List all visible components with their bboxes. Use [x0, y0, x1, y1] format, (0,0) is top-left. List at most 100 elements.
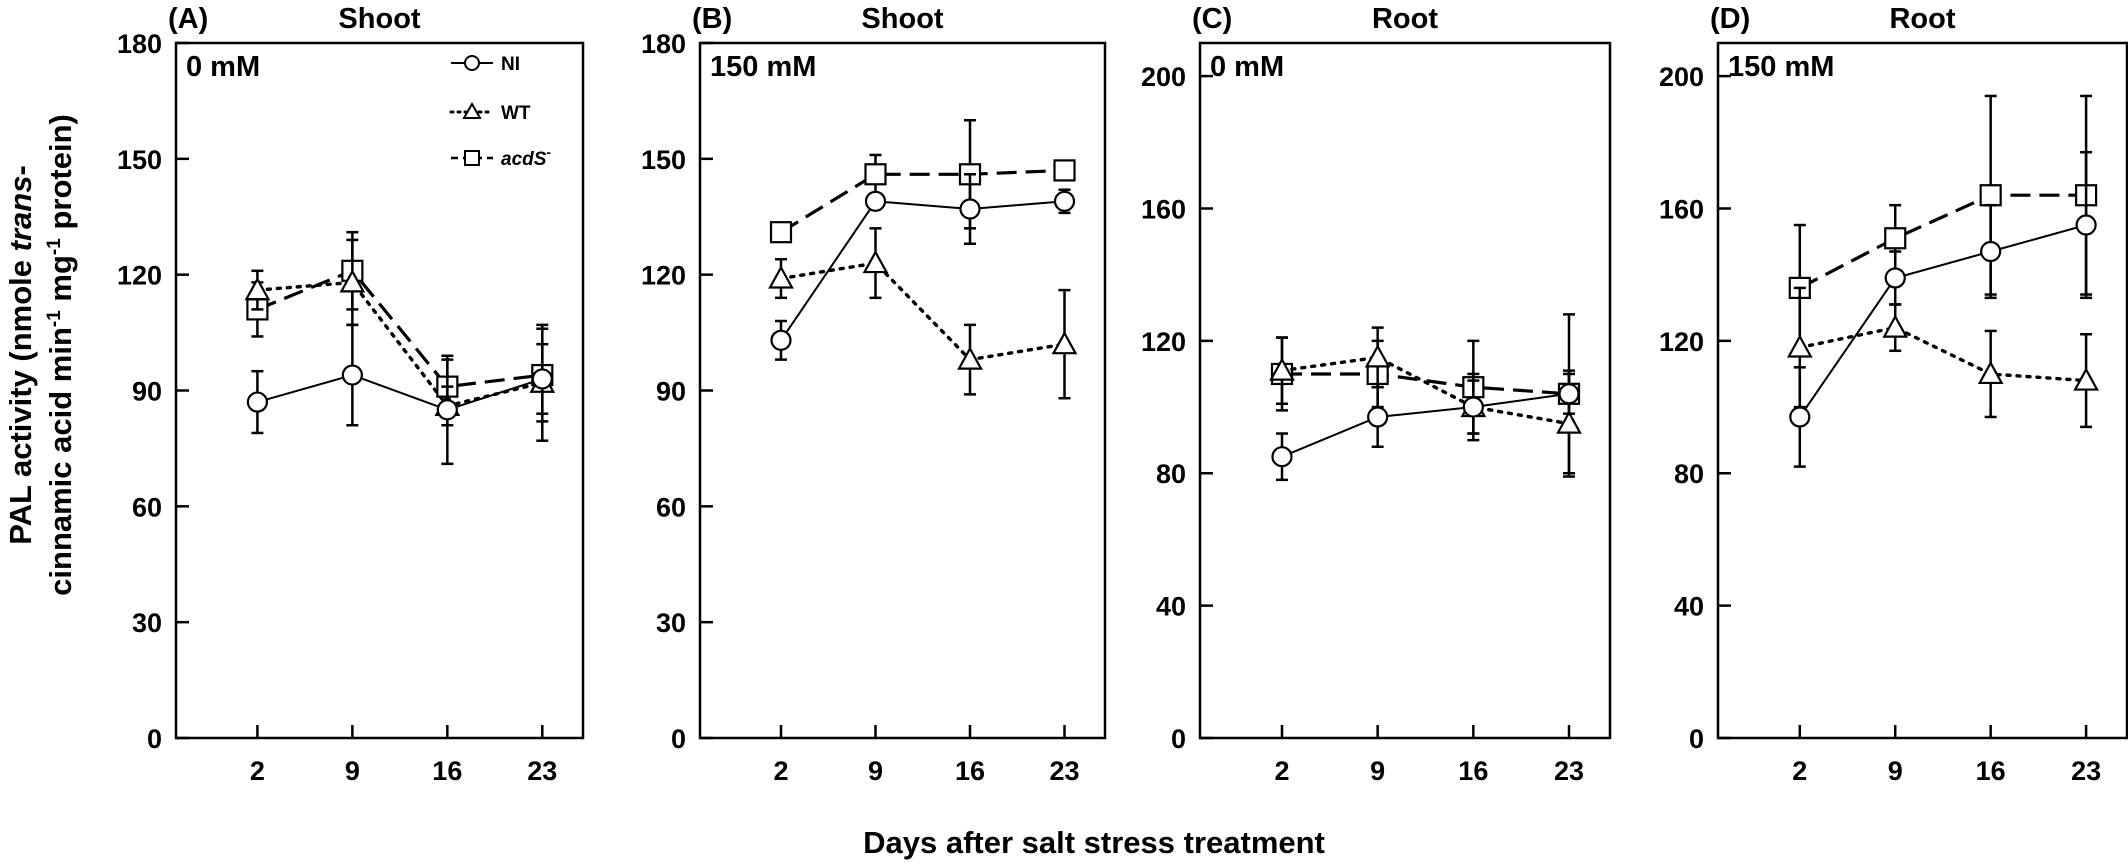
series-WT	[768, 227, 1078, 400]
x-tick-label: 23	[1049, 756, 1079, 786]
series-acdS	[1788, 94, 2098, 353]
chart-panel: 0 30 60 90 120 150 180 2 9 16 23 (B) Shoot 150 mM	[641, 3, 1107, 786]
legend-label-text: NI	[501, 54, 520, 75]
x-tick-label: 16	[955, 756, 985, 786]
legend-marker	[464, 55, 480, 71]
series-NI	[770, 173, 1076, 361]
plot-frame	[698, 41, 1107, 740]
y-tick-label: 0	[671, 724, 686, 754]
series-line	[1798, 224, 2087, 418]
data-point	[862, 249, 889, 274]
panel-title: Shoot	[861, 3, 943, 35]
condition-label: 150 mM	[1728, 51, 1834, 83]
x-tick-label: 9	[1370, 756, 1385, 786]
y-tick-label: 90	[132, 377, 162, 407]
panel-title: Shoot	[338, 3, 420, 35]
chart-panel: 0 40 80 120 160 200 2 9 16 23 (C) Root 0 mM	[1141, 3, 1612, 786]
panel-letter: (D)	[1710, 3, 1750, 35]
y-axis-title-part: protein)	[43, 114, 78, 238]
legend-label-text: WT	[501, 103, 531, 124]
data-point	[1053, 159, 1076, 182]
series-line	[1282, 372, 1570, 396]
y-tick-label: 150	[641, 145, 686, 175]
x-tick-label: 9	[345, 756, 360, 786]
series-NI	[246, 323, 553, 466]
data-point	[1269, 357, 1295, 381]
panel-letter: (A)	[168, 3, 208, 35]
series-line	[1799, 193, 2087, 290]
y-tick-label: 80	[1156, 459, 1186, 489]
legend-marker	[464, 150, 480, 166]
y-tick-label: 200	[1141, 62, 1186, 92]
x-tick-label: 2	[250, 756, 265, 786]
x-tick-label: 23	[2071, 756, 2101, 786]
x-tick-label: 23	[1554, 756, 1584, 786]
data-point	[1884, 227, 1907, 250]
series-line	[256, 268, 543, 389]
y-axis-title-superscript: -1	[44, 310, 65, 327]
legend-label: acdS-	[501, 144, 551, 170]
x-axis-title: Days after salt stress treatment	[863, 825, 1325, 860]
legend-label-text: acdS	[501, 149, 547, 170]
y-axis-title-part: -	[3, 165, 38, 175]
series-line	[1798, 325, 2088, 383]
data-point	[959, 198, 981, 220]
legend-label: NI	[501, 54, 520, 75]
x-tick-label: 2	[1274, 756, 1289, 786]
data-point	[436, 399, 458, 421]
y-tick-label: 180	[117, 29, 162, 59]
y-axis-title-italic: trans	[3, 176, 38, 252]
y-tick-label: 90	[656, 377, 686, 407]
data-point	[1977, 360, 2004, 385]
series-line	[257, 374, 543, 411]
series-line	[255, 280, 544, 408]
data-point	[1271, 446, 1293, 468]
x-tick-label: 16	[1976, 756, 2006, 786]
plot-frame	[1198, 41, 1612, 740]
data-point	[1980, 240, 2002, 263]
y-axis-title-line-1: PAL activity (nmole trans-	[3, 165, 38, 545]
condition-label: 0 mM	[1210, 51, 1284, 83]
data-point	[246, 391, 268, 413]
y-tick-label: 60	[132, 492, 162, 522]
x-tick-label: 23	[527, 756, 557, 786]
data-point	[768, 265, 794, 289]
data-point	[1556, 410, 1582, 434]
data-point	[1462, 396, 1484, 418]
y-tick-label: 150	[117, 145, 162, 175]
legend: NI WT acdS-	[449, 54, 551, 170]
y-tick-label: 120	[641, 261, 686, 291]
series-line	[1280, 355, 1571, 426]
y-tick-label: 80	[1674, 459, 1704, 489]
data-point	[2075, 214, 2097, 236]
series-line	[780, 200, 1065, 341]
plot-frame	[174, 41, 585, 740]
data-point	[1882, 314, 1909, 338]
x-tick-label: 2	[1792, 756, 1807, 786]
series-WT	[244, 238, 556, 442]
chart-panel: 0 40 80 120 160 200 2 9 16 23 (D) Root 150 mM	[1659, 3, 2128, 786]
data-point	[341, 364, 363, 386]
data-point	[531, 368, 553, 390]
panel-title: Root	[1889, 3, 1955, 35]
y-tick-label: 60	[656, 492, 686, 522]
y-tick-label: 160	[1141, 194, 1186, 224]
series-line	[779, 261, 1067, 362]
panel-letter: (C)	[1192, 3, 1232, 35]
x-tick-label: 2	[773, 756, 788, 786]
y-tick-label: 0	[147, 724, 162, 754]
series-NI	[1789, 150, 2097, 468]
legend-label-superscript: -	[546, 144, 551, 160]
series-line	[1281, 392, 1570, 458]
y-axis-title-line-2: cinnamic acid min-1 mg-1 protein)	[43, 114, 78, 596]
y-axis-title-part: cinnamic acid min	[43, 327, 78, 596]
y-tick-label: 30	[132, 608, 162, 638]
y-tick-label: 200	[1659, 62, 1704, 92]
panel-letter: (B)	[692, 3, 732, 35]
data-point	[864, 190, 887, 212]
y-tick-label: 40	[1156, 592, 1186, 622]
y-tick-label: 120	[117, 261, 162, 291]
series-line	[780, 168, 1065, 234]
